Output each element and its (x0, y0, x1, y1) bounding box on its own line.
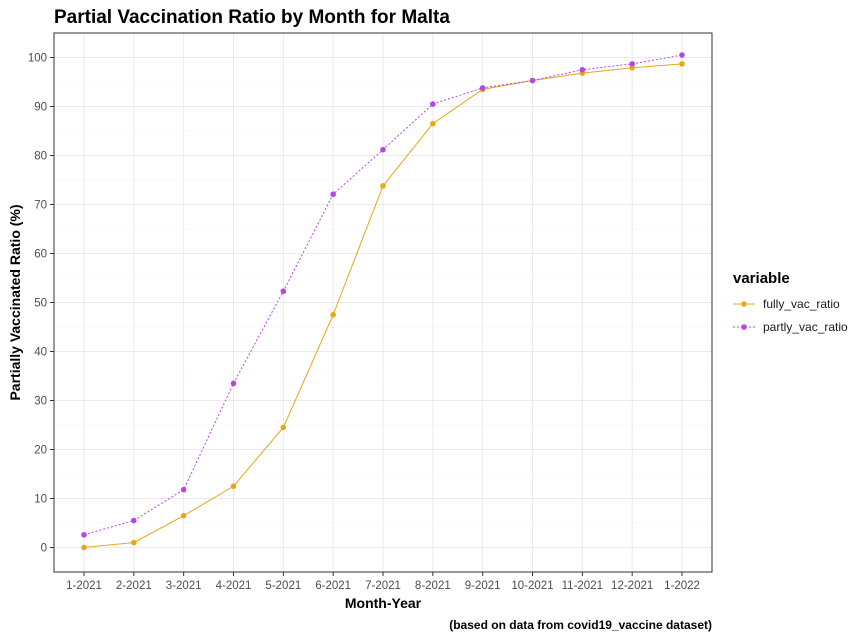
point-fully_vac_ratio (430, 120, 436, 127)
point-fully_vac_ratio (230, 483, 237, 490)
x-tick-label: 11-2021 (562, 580, 603, 592)
point-fully_vac_ratio (81, 544, 87, 551)
point-fully_vac_ratio (330, 311, 336, 318)
y-tick-label: 100 (28, 53, 47, 65)
point-partly_vac_ratio (180, 486, 187, 493)
point-partly_vac_ratio (479, 85, 486, 91)
point-partly_vac_ratio (131, 517, 137, 524)
legend-key-point-partly_vac_ratio (741, 324, 747, 330)
legend-key-point-fully_vac_ratio (741, 301, 747, 307)
series-layer (81, 52, 685, 551)
point-fully_vac_ratio (380, 183, 386, 189)
legend-title: variable (733, 270, 790, 287)
y-tick-label: 90 (34, 102, 47, 114)
y-tick-label: 50 (34, 298, 47, 310)
y-tick-label: 80 (34, 151, 47, 163)
x-tick-label: 1-2021 (66, 580, 102, 592)
x-tick-label: 2-2021 (116, 580, 152, 592)
point-partly_vac_ratio (679, 52, 685, 58)
point-partly_vac_ratio (430, 101, 436, 107)
point-partly_vac_ratio (280, 288, 287, 295)
point-partly_vac_ratio (529, 77, 536, 84)
point-partly_vac_ratio (230, 380, 237, 387)
point-fully_vac_ratio (679, 61, 685, 67)
x-tick-label: 4-2021 (216, 580, 252, 592)
chart-title: Partial Vaccination Ratio by Month for M… (54, 7, 450, 28)
point-partly_vac_ratio (81, 531, 87, 538)
x-tick-label: 1-2022 (664, 580, 700, 592)
point-partly_vac_ratio (629, 61, 635, 67)
caption: (based on data from covid19_vaccine data… (449, 618, 712, 632)
x-tick-label: 5-2021 (265, 580, 301, 592)
x-axis-title: Month-Year (345, 595, 422, 611)
point-fully_vac_ratio (131, 539, 137, 546)
y-tick-label: 40 (34, 347, 47, 359)
x-tick-label: 7-2021 (365, 580, 401, 592)
x-tick-label: 10-2021 (511, 580, 553, 592)
y-tick-label: 60 (34, 249, 47, 261)
point-partly_vac_ratio (380, 146, 386, 153)
y-tick-label: 70 (34, 200, 47, 212)
x-tick-label: 9-2021 (465, 580, 501, 592)
x-tick-label: 3-2021 (166, 580, 202, 592)
point-fully_vac_ratio (280, 424, 287, 431)
point-fully_vac_ratio (629, 64, 635, 71)
y-tick-label: 0 (41, 543, 47, 555)
y-tick-label: 10 (34, 494, 47, 506)
y-tick-label: 30 (34, 396, 47, 408)
y-tick-label: 20 (34, 445, 47, 457)
point-partly_vac_ratio (330, 191, 336, 198)
legend-label: fully_vac_ratio (763, 297, 840, 311)
axes: 0 10 20 30 40 50 60 70 80 90 100 1-2021 2-2021 3-2021… (28, 53, 700, 593)
point-fully_vac_ratio (180, 512, 187, 519)
legend-label: partly_vac_ratio (763, 320, 848, 334)
y-axis-title: Partially Vaccinated Ratio (%) (7, 204, 23, 400)
x-tick-label: 6-2021 (315, 580, 351, 592)
legend: variable fully_vac_ratio partly_vac_ratio (733, 270, 848, 334)
x-tick-label: 12-2021 (611, 580, 653, 592)
point-partly_vac_ratio (579, 66, 586, 73)
grid (54, 33, 712, 572)
x-tick-label: 8-2021 (415, 580, 451, 592)
